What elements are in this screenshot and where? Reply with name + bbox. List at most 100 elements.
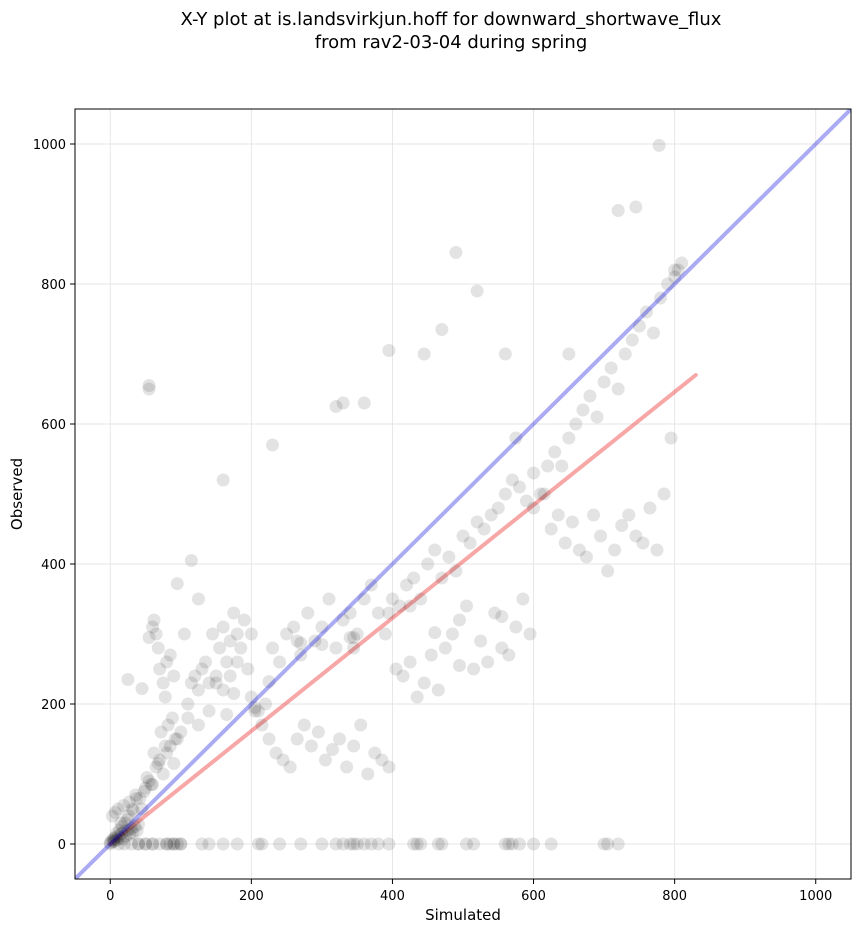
scatter-point (505, 473, 519, 487)
scatter-point (347, 739, 361, 753)
grid (75, 109, 851, 879)
scatter-point (431, 837, 445, 851)
scatter-point (133, 792, 147, 805)
scatter-point (527, 501, 541, 515)
scatter-point (220, 708, 234, 721)
scatter-point (266, 641, 280, 655)
x-tick-label: 0 (106, 889, 114, 904)
scatter-point (340, 760, 354, 774)
scatter-point (216, 683, 230, 697)
scatter-point (139, 837, 153, 851)
scatter-point (144, 778, 158, 791)
scatter-point (163, 837, 177, 851)
scatter-point (329, 837, 343, 851)
scatter-point (146, 778, 160, 791)
scatter-point (153, 662, 167, 676)
scatter-point (113, 831, 127, 845)
scatter-point (417, 676, 431, 690)
scatter-point (237, 613, 251, 627)
scatter-point (650, 543, 664, 557)
scatter-point (368, 746, 382, 760)
scatter-point (131, 837, 145, 851)
scatter-point (604, 361, 618, 375)
scatter-point (255, 837, 269, 851)
scatter-point (112, 823, 126, 837)
scatter-point (283, 760, 297, 774)
scatter-point (202, 704, 216, 718)
scatter-point (115, 827, 129, 840)
scatter-point (523, 627, 537, 641)
scatter-point (135, 682, 149, 696)
scatter-point (382, 606, 396, 620)
scatter-point (124, 822, 138, 836)
scatter-point (336, 396, 350, 410)
scatter-point (569, 417, 583, 431)
scatter-point (664, 431, 678, 445)
scatter-point (149, 760, 163, 774)
scatter-point (512, 837, 526, 851)
scatter-point (417, 347, 431, 361)
scatter-point (629, 529, 643, 543)
scatter-point (668, 263, 682, 277)
scatter-point (646, 326, 660, 340)
scatter-point (167, 669, 181, 683)
scatter-point (139, 837, 153, 851)
scatter-point (502, 648, 516, 662)
scatter-point (382, 760, 396, 774)
scatter-point (158, 690, 172, 704)
scatter-point (262, 675, 276, 689)
scatter-point (262, 732, 276, 746)
scatter-point (410, 690, 424, 704)
scatter-point (280, 627, 294, 641)
scatter-point (403, 599, 417, 613)
scatter-point (273, 655, 287, 669)
scatter-point (112, 837, 126, 851)
scatter-point (151, 641, 165, 655)
scatter-point (294, 837, 308, 851)
scatter-point (184, 554, 198, 567)
scatter-point (117, 799, 131, 812)
scatter-point (639, 305, 653, 319)
scatter-point (333, 732, 347, 746)
scatter-point (565, 515, 579, 529)
scatter-point (470, 284, 484, 298)
x-axis-label: Simulated (425, 906, 501, 924)
scatter-point (562, 431, 576, 445)
scatter-point (109, 830, 123, 844)
scatter-point (128, 820, 142, 833)
scatter-point (505, 837, 519, 851)
scatter-point (675, 256, 689, 270)
scatter-points (103, 138, 689, 851)
scatter-point (449, 564, 463, 578)
scatter-point (498, 837, 512, 851)
scatter-point (347, 641, 361, 655)
scatter-point (343, 631, 357, 644)
scatter-point (294, 636, 308, 650)
scatter-point (382, 344, 396, 357)
scatter-point (652, 138, 666, 152)
scatter-point (147, 613, 161, 627)
scatter-point (110, 833, 124, 847)
scatter-point (583, 389, 597, 403)
scatter-point (389, 662, 403, 676)
scatter-point (160, 837, 174, 851)
scatter-point (151, 757, 165, 770)
scatter-point (364, 837, 378, 851)
scatter-point (421, 557, 435, 571)
scatter-point (424, 648, 438, 662)
plot-frame (74, 108, 852, 880)
scatter-point (336, 837, 350, 851)
chart-title-line-1: X-Y plot at is.landsvirkjun.hoff for dow… (181, 9, 722, 30)
scatter-point (445, 627, 459, 641)
scatter-point (410, 837, 424, 851)
scatter-point (146, 620, 160, 634)
y-tick-label: 400 (41, 558, 66, 573)
scatter-point (230, 655, 244, 669)
scatter-point (460, 599, 474, 613)
scatter-point (414, 837, 428, 851)
scatter-point (315, 837, 329, 851)
scatter-point (657, 487, 671, 501)
scatter-point (587, 508, 601, 522)
scatter-point (597, 375, 611, 389)
scatter-point (322, 592, 336, 606)
